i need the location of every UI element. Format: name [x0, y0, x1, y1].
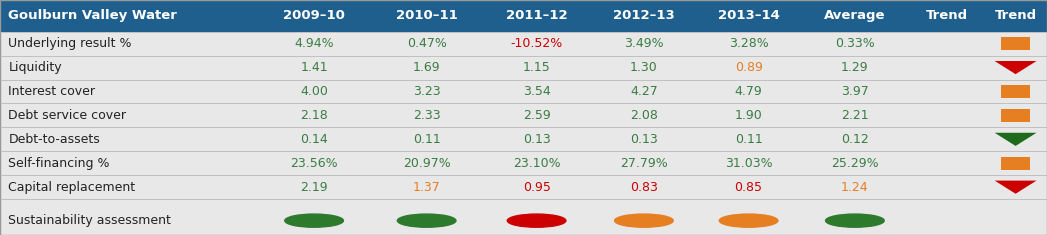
- Text: Average: Average: [824, 9, 886, 22]
- Text: 2.33: 2.33: [413, 109, 441, 122]
- Text: 1.24: 1.24: [841, 181, 869, 194]
- Text: Self-financing %: Self-financing %: [8, 157, 110, 170]
- Polygon shape: [995, 133, 1037, 146]
- Text: 2.18: 2.18: [300, 109, 328, 122]
- Text: Capital replacement: Capital replacement: [8, 181, 135, 194]
- Text: 20.97%: 20.97%: [403, 157, 450, 170]
- Text: Interest cover: Interest cover: [8, 85, 95, 98]
- Text: 0.11: 0.11: [413, 133, 441, 146]
- Text: 0.14: 0.14: [300, 133, 328, 146]
- Text: 0.85: 0.85: [735, 181, 762, 194]
- Text: 1.29: 1.29: [841, 61, 869, 74]
- Text: Trend: Trend: [926, 9, 967, 22]
- Text: 0.95: 0.95: [522, 181, 551, 194]
- Text: 4.00: 4.00: [300, 85, 328, 98]
- Text: Trend: Trend: [995, 9, 1037, 22]
- Text: Goulburn Valley Water: Goulburn Valley Water: [8, 9, 177, 22]
- Circle shape: [507, 214, 565, 227]
- Text: Liquidity: Liquidity: [8, 61, 62, 74]
- Text: 31.03%: 31.03%: [725, 157, 773, 170]
- Text: 0.13: 0.13: [630, 133, 658, 146]
- Text: 4.94%: 4.94%: [294, 37, 334, 50]
- Bar: [1001, 157, 1030, 170]
- Text: Debt-to-assets: Debt-to-assets: [8, 133, 101, 146]
- Text: 23.10%: 23.10%: [513, 157, 560, 170]
- Bar: [1001, 37, 1030, 50]
- Text: 0.13: 0.13: [522, 133, 551, 146]
- Circle shape: [719, 214, 778, 227]
- Text: 2009–10: 2009–10: [283, 9, 346, 22]
- FancyBboxPatch shape: [0, 0, 1047, 32]
- Circle shape: [825, 214, 884, 227]
- Text: 3.49%: 3.49%: [624, 37, 664, 50]
- Text: 27.79%: 27.79%: [620, 157, 668, 170]
- Text: 2011–12: 2011–12: [506, 9, 567, 22]
- Text: 0.83: 0.83: [630, 181, 658, 194]
- Text: 0.11: 0.11: [735, 133, 762, 146]
- Text: 2.21: 2.21: [841, 109, 869, 122]
- Polygon shape: [995, 61, 1037, 74]
- Bar: [1001, 109, 1030, 122]
- Text: 1.37: 1.37: [413, 181, 441, 194]
- Text: 0.12: 0.12: [841, 133, 869, 146]
- Circle shape: [398, 214, 455, 227]
- Text: 1.90: 1.90: [735, 109, 762, 122]
- Circle shape: [615, 214, 673, 227]
- Text: -10.52%: -10.52%: [511, 37, 562, 50]
- Text: 2013–14: 2013–14: [717, 9, 780, 22]
- Text: Sustainability assessment: Sustainability assessment: [8, 214, 172, 227]
- Text: 1.69: 1.69: [413, 61, 441, 74]
- Text: 3.28%: 3.28%: [729, 37, 768, 50]
- Text: Underlying result %: Underlying result %: [8, 37, 132, 50]
- Text: 3.54: 3.54: [522, 85, 551, 98]
- Text: 1.30: 1.30: [630, 61, 658, 74]
- Text: 1.41: 1.41: [300, 61, 328, 74]
- Text: 23.56%: 23.56%: [290, 157, 338, 170]
- Circle shape: [285, 214, 343, 227]
- Text: 2.19: 2.19: [300, 181, 328, 194]
- Text: 0.47%: 0.47%: [406, 37, 447, 50]
- Text: 1.15: 1.15: [522, 61, 551, 74]
- Text: 2.08: 2.08: [630, 109, 658, 122]
- Text: 3.97: 3.97: [841, 85, 869, 98]
- Text: 4.79: 4.79: [735, 85, 762, 98]
- Text: 25.29%: 25.29%: [831, 157, 878, 170]
- Text: 4.27: 4.27: [630, 85, 658, 98]
- Text: 2.59: 2.59: [522, 109, 551, 122]
- Polygon shape: [995, 180, 1037, 194]
- Text: 0.33%: 0.33%: [836, 37, 874, 50]
- Text: Debt service cover: Debt service cover: [8, 109, 127, 122]
- Text: 3.23: 3.23: [413, 85, 441, 98]
- Text: 0.89: 0.89: [735, 61, 762, 74]
- Text: 2010–11: 2010–11: [396, 9, 458, 22]
- Bar: [1001, 85, 1030, 98]
- Text: 2012–13: 2012–13: [614, 9, 674, 22]
